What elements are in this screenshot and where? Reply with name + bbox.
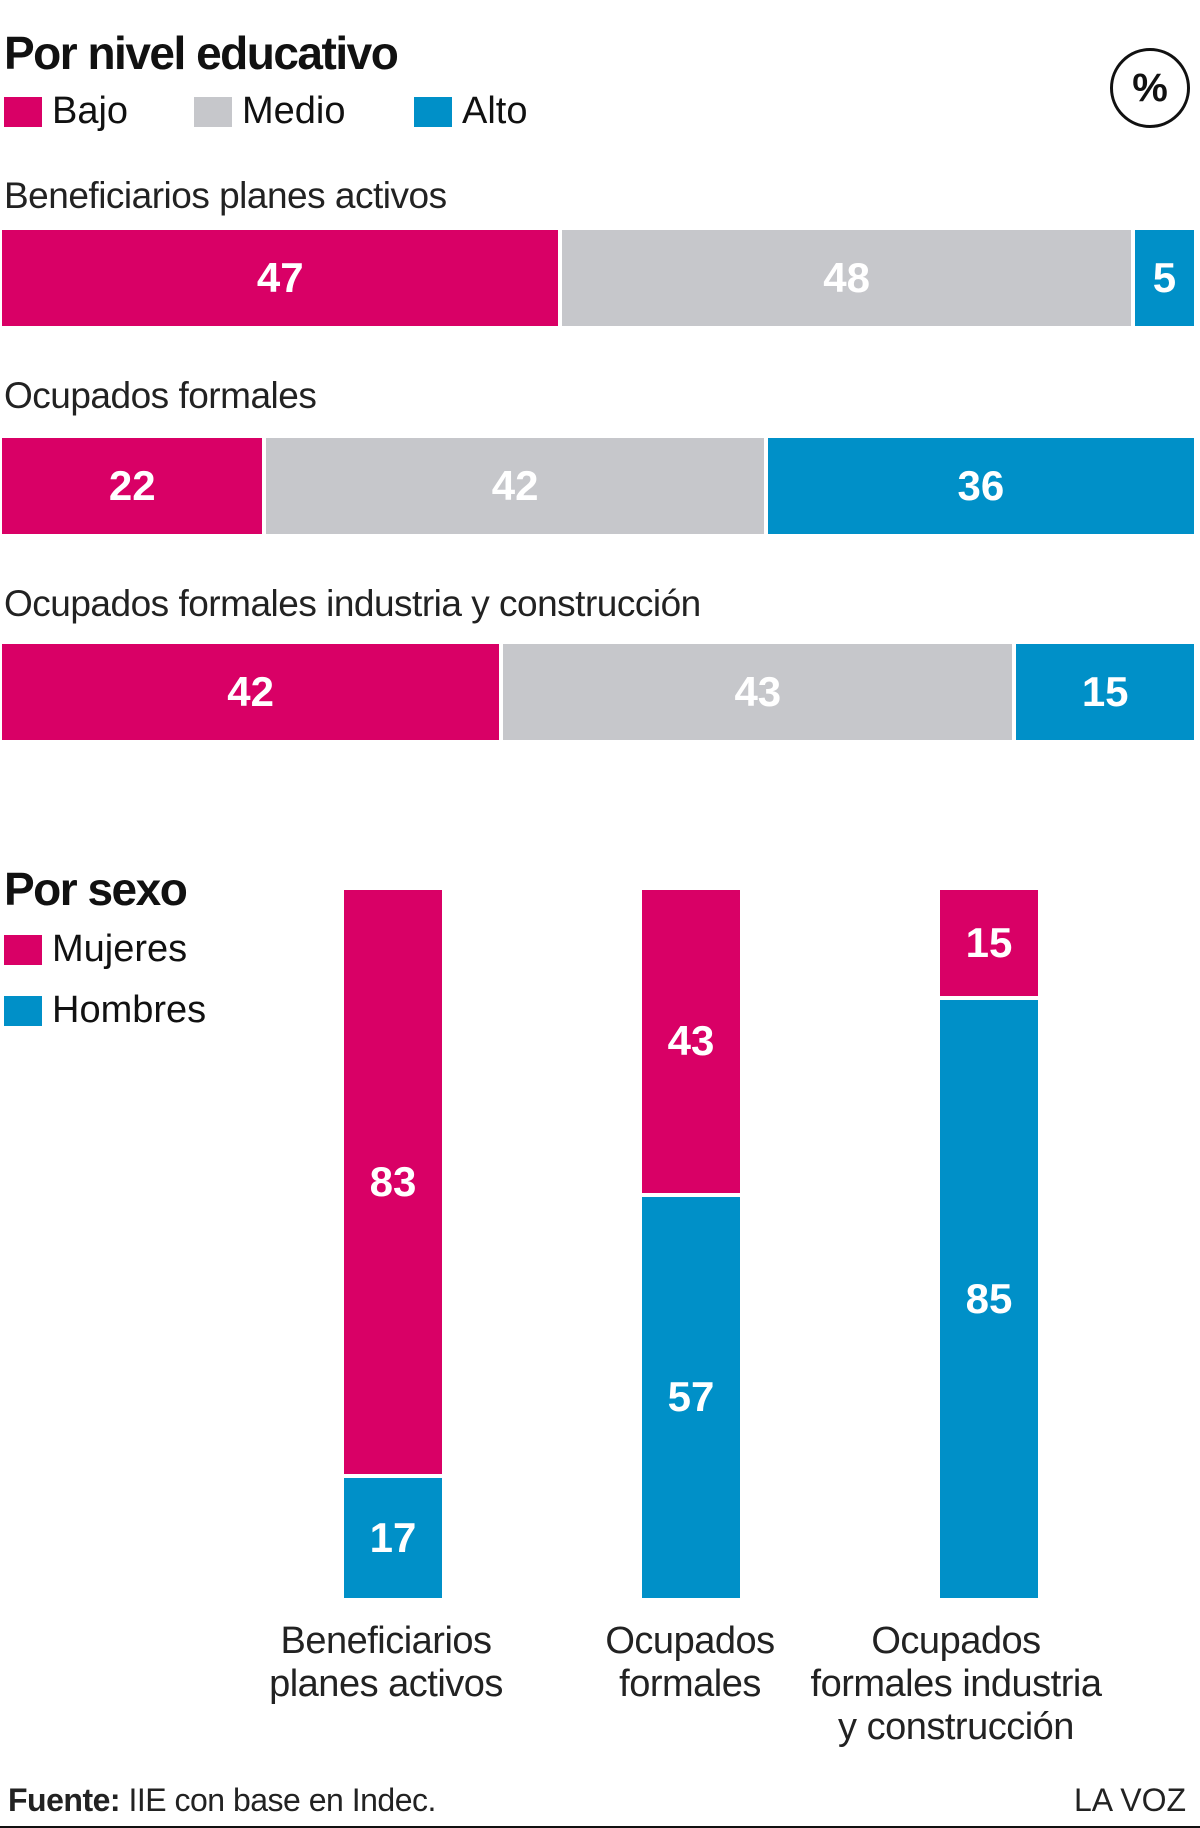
data-label-mujeres-ocupados-formales: 43 bbox=[667, 1017, 715, 1065]
bar-segment-hombres-beneficiarios-planes-activos: 17 bbox=[344, 1478, 442, 1598]
legend-label-bajo: Bajo bbox=[52, 90, 129, 132]
bar-segment-alto-ocupados-formales-industria-y-construccion: 15 bbox=[1016, 644, 1194, 740]
hbar-beneficiarios-planes-activos: 47 48 5 bbox=[2, 230, 1194, 326]
bar-segment-bajo-ocupados-formales-industria-y-construccion: 42 bbox=[2, 644, 500, 740]
bar-segment-mujeres-ocupados-formales-industria-y-construccion: 15 bbox=[940, 890, 1038, 996]
data-label-medio-ocupados-formales-industria-y-construccion: 43 bbox=[734, 668, 782, 715]
legend-swatch-alto bbox=[414, 96, 452, 127]
legend-swatch-medio bbox=[194, 96, 232, 127]
bar-segment-hombres-ocupados-formales-industria-y-construccion: 85 bbox=[940, 999, 1038, 1598]
data-label-hombres-beneficiarios-planes-activos: 17 bbox=[369, 1514, 417, 1562]
vbar-ocupados-formales: 43 57 bbox=[642, 890, 740, 1598]
legend-item-mujeres: Mujeres bbox=[4, 928, 206, 971]
data-label-medio-ocupados-formales: 42 bbox=[491, 462, 539, 509]
source-label: Fuente: bbox=[8, 1782, 121, 1818]
footer-divider bbox=[0, 1826, 1200, 1828]
data-label-bajo-ocupados-formales-industria-y-construccion: 42 bbox=[227, 668, 274, 715]
data-label-medio-beneficiarios-planes-activos: 48 bbox=[823, 254, 870, 301]
bar-segment-hombres-ocupados-formales: 57 bbox=[642, 1196, 740, 1598]
legend-swatch-bajo bbox=[4, 96, 42, 127]
legend-label-mujeres: Mujeres bbox=[52, 928, 188, 970]
legend-swatch-mujeres bbox=[4, 934, 42, 965]
category-label-ocupados-formales-industria-y-construccion: Ocupados formales industria y construcción bbox=[796, 1620, 1116, 1749]
bar-segment-alto-ocupados-formales: 36 bbox=[767, 438, 1194, 534]
bar-segment-medio-beneficiarios-planes-activos: 48 bbox=[562, 230, 1131, 326]
brand-logo-text: LA VOZ bbox=[1073, 1782, 1186, 1818]
data-label-hombres-ocupados-formales-industria-y-construccion: 85 bbox=[965, 1274, 1013, 1322]
category-label-line: formales bbox=[619, 1663, 761, 1705]
category-label-line: y construcción bbox=[838, 1706, 1074, 1748]
legend-item-alto: Alto bbox=[414, 90, 527, 133]
bar-segment-mujeres-ocupados-formales: 43 bbox=[642, 890, 740, 1193]
data-label-bajo-ocupados-formales: 22 bbox=[108, 462, 156, 509]
legend-swatch-hombres bbox=[4, 995, 42, 1026]
category-label-line: Ocupados bbox=[605, 1620, 775, 1662]
legend-item-bajo: Bajo bbox=[4, 90, 194, 133]
category-label-ocupados-formales: Ocupados formales bbox=[530, 1620, 850, 1706]
data-label-bajo-beneficiarios-planes-activos: 47 bbox=[256, 254, 304, 301]
percent-unit-badge: % bbox=[1110, 48, 1190, 128]
legend-nivel-educativo: Bajo Medio Alto bbox=[4, 90, 527, 133]
data-label-alto-beneficiarios-planes-activos: 5 bbox=[1152, 254, 1177, 301]
source-text: IIE con base en Indec. bbox=[128, 1782, 436, 1818]
bar-segment-bajo-ocupados-formales: 22 bbox=[2, 438, 263, 534]
legend-item-hombres: Hombres bbox=[4, 989, 206, 1032]
vbar-beneficiarios-planes-activos: 83 17 bbox=[344, 890, 442, 1598]
legend-label-hombres: Hombres bbox=[52, 989, 207, 1031]
bar-segment-mujeres-beneficiarios-planes-activos: 83 bbox=[344, 890, 442, 1475]
legend-label-medio: Medio bbox=[242, 90, 346, 132]
data-label-hombres-ocupados-formales: 57 bbox=[667, 1373, 715, 1421]
source-note: Fuente: IIE con base en Indec. bbox=[8, 1782, 436, 1819]
category-label-beneficiarios-planes-activos: Beneficiarios planes activos bbox=[226, 1620, 546, 1706]
legend-label-alto: Alto bbox=[462, 90, 528, 132]
row-label-ocupados-formales: Ocupados formales bbox=[4, 375, 317, 416]
category-label-line: planes activos bbox=[269, 1663, 503, 1705]
section-title-nivel-educativo: Por nivel educativo bbox=[4, 27, 399, 79]
category-label-line: Ocupados bbox=[871, 1620, 1041, 1662]
legend-item-medio: Medio bbox=[194, 90, 414, 133]
row-label-beneficiarios-planes-activos: Beneficiarios planes activos bbox=[4, 175, 447, 216]
data-label-mujeres-beneficiarios-planes-activos: 83 bbox=[369, 1158, 417, 1206]
data-label-alto-ocupados-formales-industria-y-construccion: 15 bbox=[1081, 668, 1129, 715]
data-label-alto-ocupados-formales: 36 bbox=[957, 462, 1005, 509]
section-title-por-sexo: Por sexo bbox=[4, 863, 188, 915]
hbar-ocupados-formales: 22 42 36 bbox=[2, 438, 1194, 534]
bar-segment-bajo-beneficiarios-planes-activos: 47 bbox=[2, 230, 559, 326]
bar-segment-medio-ocupados-formales: 42 bbox=[266, 438, 764, 534]
vbar-ocupados-formales-industria-y-construccion: 15 85 bbox=[940, 890, 1038, 1598]
bar-segment-alto-beneficiarios-planes-activos: 5 bbox=[1134, 230, 1194, 326]
category-label-line: formales industria bbox=[810, 1663, 1102, 1705]
hbar-ocupados-formales-industria-y-construccion: 42 43 15 bbox=[2, 644, 1194, 740]
legend-por-sexo: Mujeres Hombres bbox=[4, 928, 206, 1032]
row-label-ocupados-formales-industria-y-construccion: Ocupados formales industria y construcci… bbox=[4, 583, 701, 624]
data-label-mujeres-ocupados-formales-industria-y-construccion: 15 bbox=[965, 918, 1013, 966]
category-label-line: Beneficiarios bbox=[280, 1620, 492, 1662]
bar-segment-medio-ocupados-formales-industria-y-construccion: 43 bbox=[503, 644, 1013, 740]
